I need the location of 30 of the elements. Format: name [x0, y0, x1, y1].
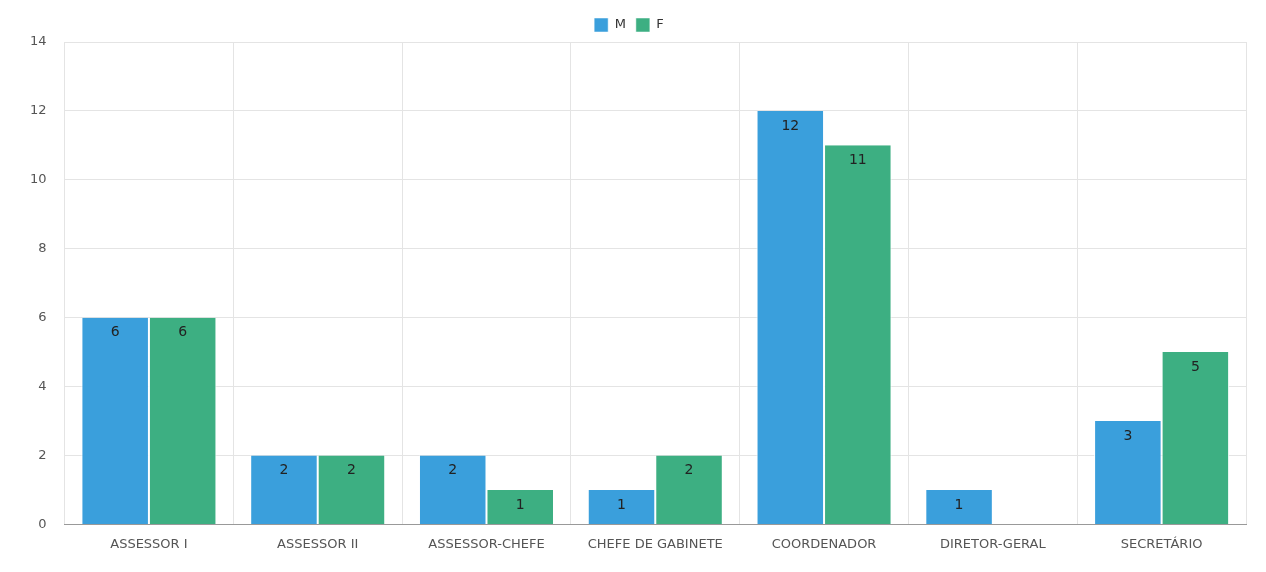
x-tick-label: ASSESSOR I: [110, 535, 188, 551]
y-tick-label: 2: [38, 446, 47, 462]
x-tick-label: SECRETÁRIO: [1120, 535, 1203, 551]
y-tick-label: 12: [30, 102, 47, 118]
x-tick-label: ASSESSOR II: [277, 535, 359, 551]
data-label: 12: [781, 116, 800, 133]
data-label: 2: [279, 461, 289, 478]
data-label: 3: [1123, 426, 1133, 443]
y-tick-label: 4: [38, 377, 47, 393]
x-tick-label: CHEFE DE GABINETE: [587, 535, 723, 551]
x-tick-label: DIRETOR-GERAL: [939, 535, 1047, 551]
data-label: 1: [515, 495, 525, 512]
data-label: 11: [848, 151, 867, 168]
legend-label: F: [656, 16, 664, 32]
y-tick-label: 6: [38, 309, 47, 325]
legend-label: M: [614, 16, 626, 32]
y-tick-label: 8: [38, 240, 47, 256]
y-tick-label: 14: [30, 33, 47, 49]
y-tick-label: 10: [30, 171, 47, 187]
y-tick-label: 0: [38, 515, 47, 531]
data-label: 2: [684, 461, 694, 478]
data-label: 6: [110, 323, 120, 340]
data-label: 2: [347, 461, 356, 478]
x-tick-label: COORDENADOR: [771, 535, 877, 551]
data-label: 1: [954, 495, 964, 512]
data-label: 2: [448, 461, 458, 478]
data-label: 6: [178, 323, 188, 340]
data-label: 5: [1190, 357, 1200, 374]
data-label: 1: [617, 495, 626, 512]
x-tick-label: ASSESSOR-CHEFE: [428, 535, 545, 551]
